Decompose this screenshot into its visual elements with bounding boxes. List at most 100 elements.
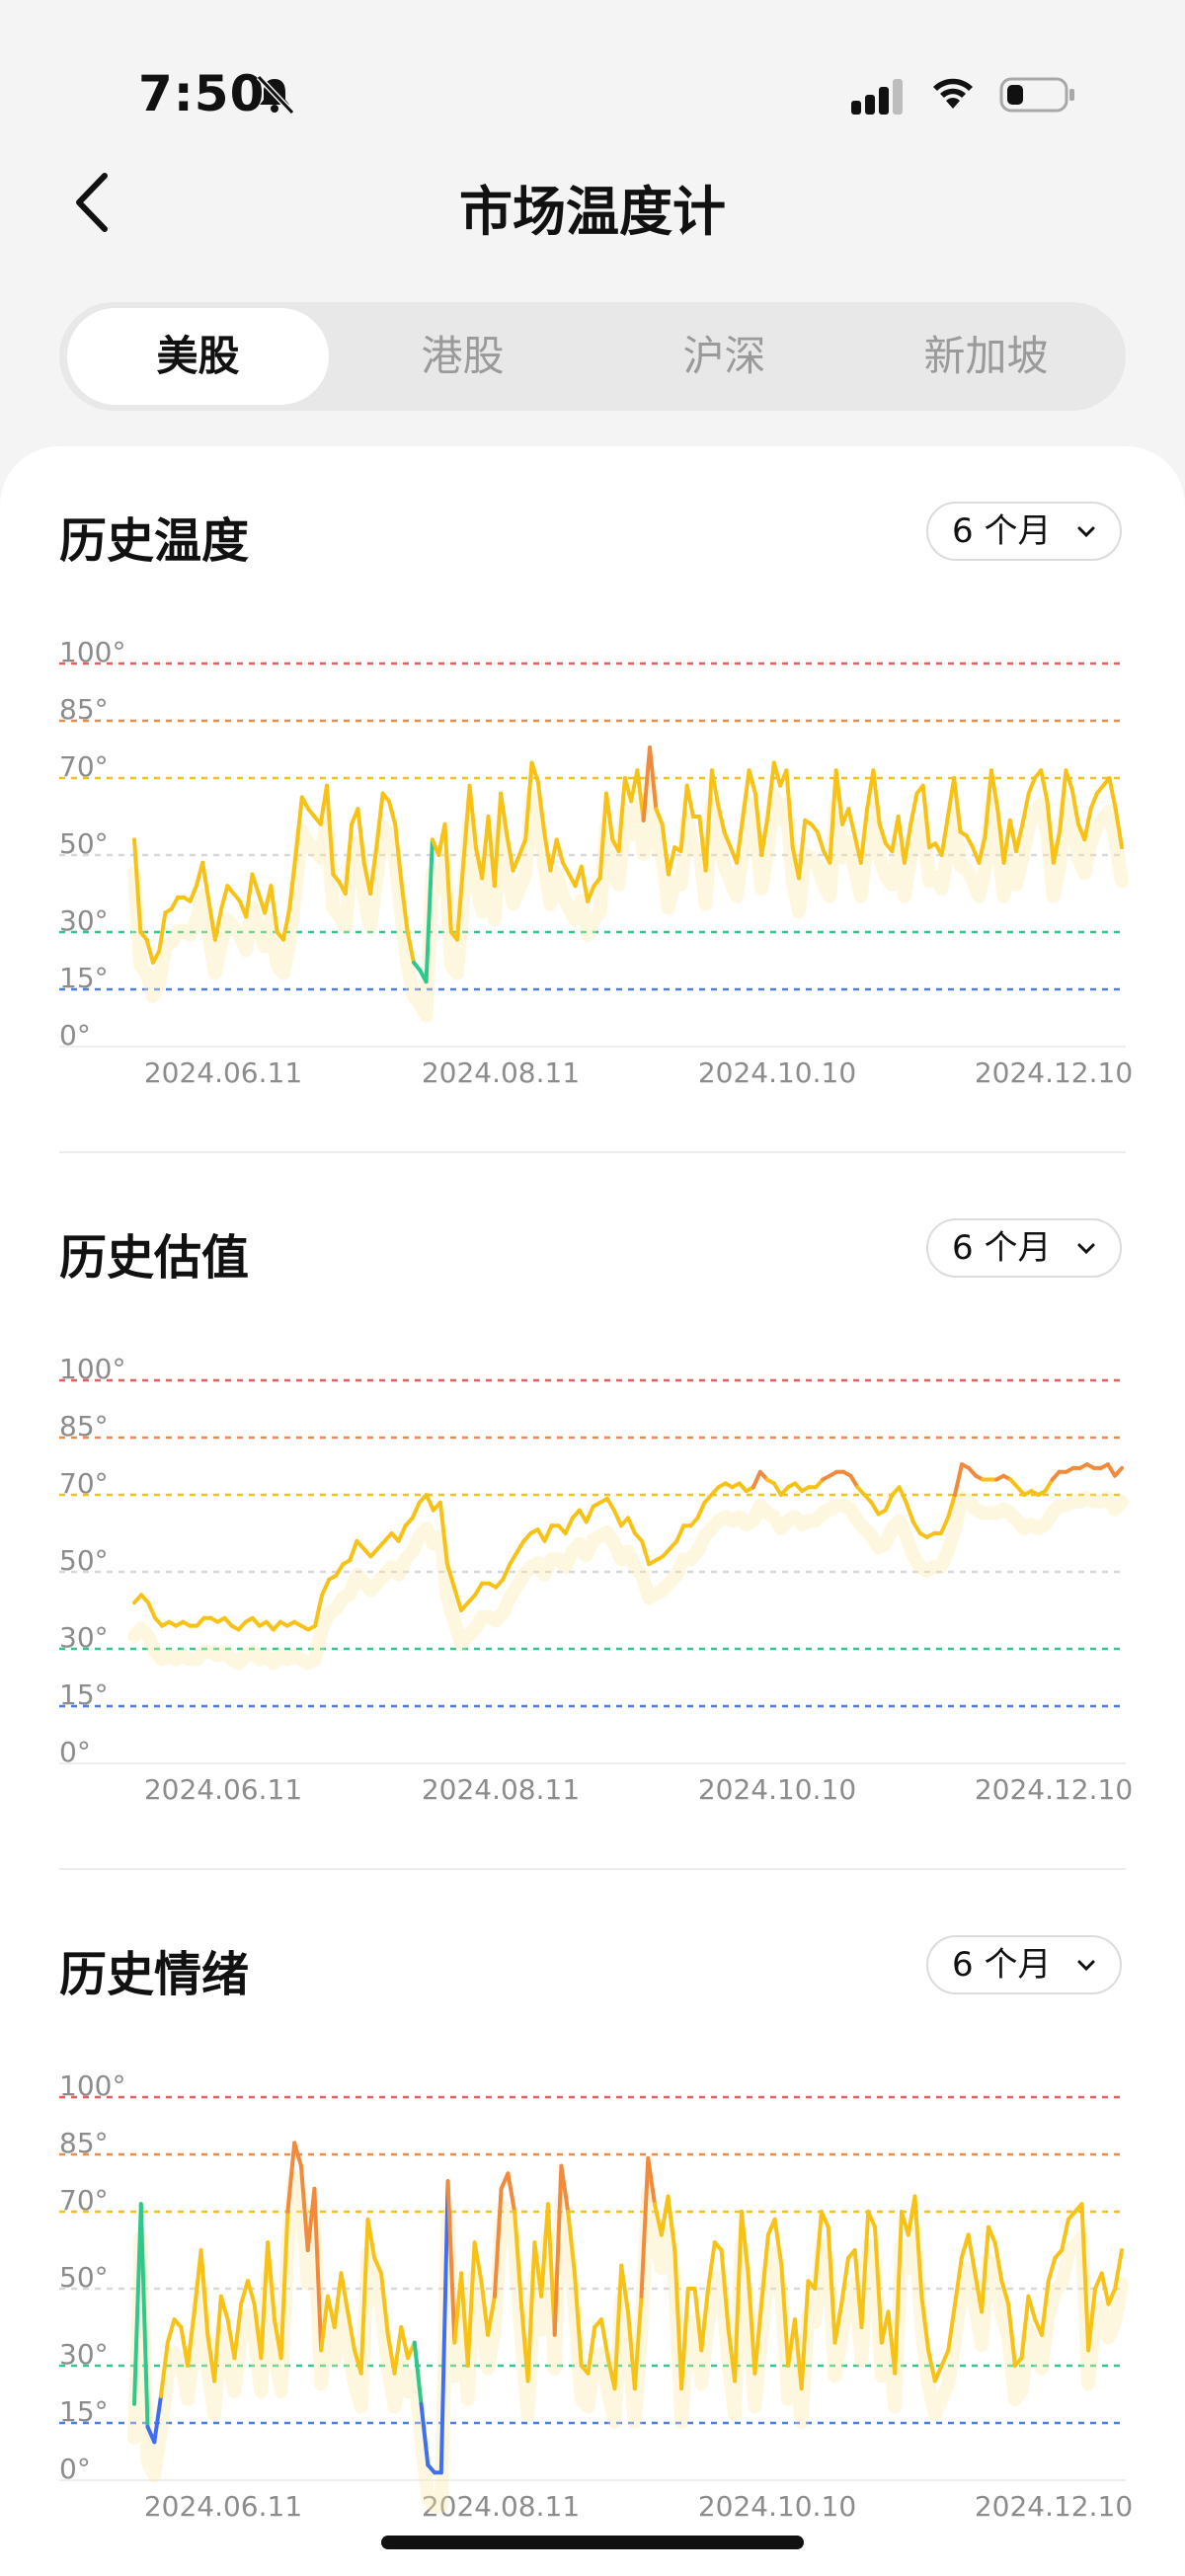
series-line-segment — [654, 807, 665, 826]
series-line-segment — [910, 1520, 922, 1535]
series-line-segment — [964, 833, 976, 850]
tab-us-stocks[interactable]: 美股 — [67, 308, 329, 405]
series-line-segment — [218, 2294, 230, 2322]
series-line-segment — [356, 807, 366, 865]
series-line-segment — [159, 2340, 170, 2398]
series-line-segment — [566, 2210, 577, 2276]
series-line-segment — [152, 2393, 163, 2445]
period-label: 6 个月 — [952, 1228, 1052, 1268]
x-tick-label: 2024.10.10 — [698, 1056, 856, 1089]
series-line-segment — [699, 2287, 711, 2353]
series-line-segment — [992, 2240, 1004, 2284]
series-line-segment — [912, 2194, 924, 2299]
series-line-segment — [244, 872, 255, 919]
series-line-segment — [138, 2202, 150, 2429]
series-line-segment — [866, 2210, 877, 2229]
series-line-segment — [980, 2225, 990, 2314]
series-line-segment — [660, 821, 671, 877]
series-line-segment — [902, 821, 913, 865]
series-shadow — [127, 774, 1129, 1023]
series-line-segment — [1107, 776, 1118, 812]
series-line-segment — [319, 2294, 330, 2353]
series-line-segment — [287, 853, 298, 911]
chevron-down-icon — [1077, 1960, 1095, 1972]
series-line-segment — [298, 2163, 310, 2252]
series-line-segment — [908, 791, 919, 826]
series-line-segment — [219, 884, 230, 911]
series-line-segment — [232, 2302, 244, 2361]
series-line-segment — [399, 2325, 410, 2361]
section-divider — [59, 1868, 1126, 1870]
series-line-segment — [926, 2348, 937, 2383]
series-line-segment — [953, 2255, 964, 2306]
series-line-segment — [514, 1538, 526, 1555]
series-line-segment — [771, 760, 783, 788]
tab-singapore[interactable]: 新加坡 — [923, 332, 1049, 380]
series-line-segment — [966, 2232, 978, 2276]
tab-hk-stocks[interactable]: 港股 — [421, 332, 505, 380]
series-line-segment — [410, 1500, 422, 1521]
series-line-segment — [505, 833, 515, 873]
series-line-segment — [285, 2141, 297, 2214]
series-line-segment — [1039, 2279, 1051, 2337]
series-line-segment — [1106, 2287, 1118, 2306]
series-line-segment — [393, 821, 404, 885]
period-selector-valuation[interactable]: 6 个月 — [926, 1218, 1122, 1278]
series-line-segment — [604, 1496, 616, 1513]
series-line-segment — [858, 807, 870, 865]
series-line-segment — [266, 2240, 276, 2322]
series-line-segment — [703, 768, 714, 873]
series-line-segment — [186, 2309, 197, 2368]
series-line-segment — [501, 1562, 513, 1582]
series-line-segment — [473, 1581, 485, 1598]
series-line-segment — [619, 2263, 630, 2314]
series-line-segment — [752, 2302, 764, 2376]
page-title: 市场温度计 — [459, 181, 726, 243]
series-line-segment — [945, 1493, 957, 1521]
series-line-segment — [819, 2210, 830, 2229]
series-line-segment — [746, 2271, 757, 2376]
series-line-segment — [1014, 821, 1025, 854]
cellular-signal-icon — [851, 79, 903, 115]
series-line-segment — [1069, 787, 1080, 826]
series-line-segment — [646, 2155, 657, 2207]
series-line-segment — [741, 768, 751, 819]
series-line-segment — [513, 2210, 523, 2306]
series-line-segment — [346, 2309, 356, 2353]
series-line-segment — [765, 760, 776, 819]
series-line-segment — [939, 815, 950, 857]
series-line-segment — [332, 2271, 344, 2329]
series-line-segment — [735, 815, 746, 865]
series-line-segment — [747, 768, 757, 796]
period-selector-temperature[interactable]: 6 个月 — [926, 502, 1122, 561]
back-arrow-icon[interactable] — [69, 168, 128, 237]
tab-sh-sz-stocks[interactable]: 沪深 — [682, 332, 766, 380]
series-line-segment — [293, 795, 304, 857]
series-line-segment — [424, 837, 434, 984]
series-line-segment — [1079, 2202, 1091, 2353]
series-line-segment — [516, 837, 528, 857]
series-line-segment — [946, 2302, 958, 2353]
series-line-segment — [206, 898, 217, 942]
series-line-segment — [535, 779, 547, 834]
period-selector-sentiment[interactable]: 6 个月 — [926, 1935, 1122, 1994]
series-line-segment — [280, 906, 292, 942]
series-line-segment — [444, 1562, 456, 1590]
series-line-segment — [368, 845, 379, 896]
series-line-segment — [722, 829, 733, 850]
series-line-segment — [952, 776, 963, 834]
y-tick-label: 100° — [59, 1353, 125, 1385]
x-tick-label: 2024.06.11 — [144, 2490, 302, 2523]
series-line-segment — [750, 1469, 762, 1490]
series-line-segment — [472, 2240, 484, 2284]
series-line-segment — [1086, 2287, 1097, 2353]
x-tick-label: 2024.08.11 — [422, 1773, 580, 1806]
series-line-segment — [165, 2317, 177, 2345]
series-line-segment — [479, 2279, 491, 2337]
series-line-segment — [666, 2194, 677, 2252]
chevron-down-icon — [1077, 1243, 1095, 1255]
series-line-segment — [859, 2210, 871, 2329]
series-line-segment — [639, 2155, 651, 2299]
series-line-segment — [716, 803, 727, 834]
wifi-icon — [933, 78, 973, 109]
